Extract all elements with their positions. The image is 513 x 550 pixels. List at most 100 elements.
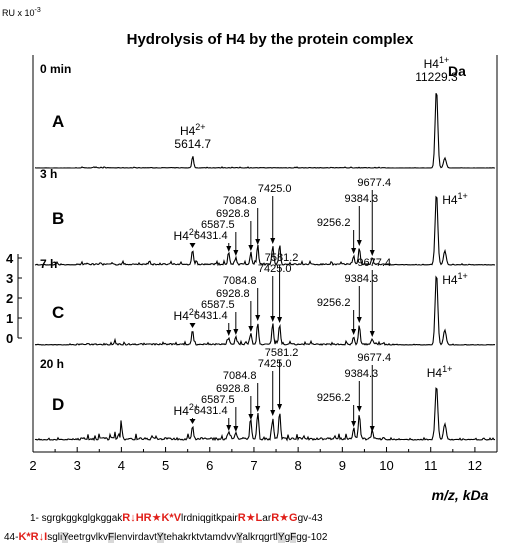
fragment-arrowhead bbox=[356, 317, 362, 323]
fragment-arrowhead bbox=[248, 414, 254, 420]
spectrum-trace bbox=[34, 275, 496, 346]
sequence-segment: K*R↓I bbox=[18, 531, 48, 543]
fragment-mass-label: 7581.2 bbox=[265, 252, 299, 264]
fragment-mass-label: 9384.3 bbox=[344, 193, 378, 205]
x-tick-label: 7 bbox=[250, 458, 257, 473]
peak-species-label: H41+ bbox=[427, 364, 453, 380]
x-tick-label: 4 bbox=[118, 458, 125, 473]
peak-species-label: H42+ bbox=[174, 227, 200, 243]
fragment-mass-label: 9677.4 bbox=[357, 177, 391, 189]
fragment-mass-label: 7084.8 bbox=[223, 370, 257, 382]
fragment-arrowhead bbox=[369, 331, 375, 337]
sequence-line-2: 44-K*R↓IsgliYeetrgvlkvFlenvirdavtYtehakr… bbox=[4, 531, 327, 543]
sequence-segment: eetrgvlkv bbox=[67, 532, 108, 543]
fragment-arrowhead bbox=[233, 329, 239, 335]
fragment-arrowhead bbox=[277, 317, 283, 323]
x-tick-label: 10 bbox=[379, 458, 393, 473]
panel-time: 7 h bbox=[40, 257, 57, 271]
fragment-mass-label: 6928.8 bbox=[216, 208, 250, 220]
sequence-segment: gv-43 bbox=[297, 513, 323, 524]
fragment-mass-label: 6431.4 bbox=[194, 405, 228, 417]
fragment-arrowhead bbox=[233, 250, 239, 256]
peak-species-label: H42+ bbox=[180, 122, 206, 138]
scale-bar-tick-label: 2 bbox=[6, 291, 13, 306]
y-axis-label-exponent: -3 bbox=[35, 7, 41, 14]
sequence-segment: F bbox=[107, 532, 115, 543]
sequence-segment: gg-102 bbox=[296, 532, 328, 543]
sequence-line-1: 1- sgrgkggkglgkggakR↓HR★K*Vlrdniqgitkpai… bbox=[30, 511, 323, 524]
spectrum-trace bbox=[34, 93, 496, 169]
panel-time: 3 h bbox=[40, 167, 57, 181]
panel-letter: C bbox=[52, 303, 64, 322]
peak-species-label: H41+ bbox=[442, 191, 468, 207]
fragment-mass-label: 6587.5 bbox=[201, 299, 235, 311]
peak-species-label: H41+ bbox=[442, 271, 468, 287]
peak-arrowhead bbox=[189, 323, 196, 328]
sequence-segment: tehakrktvtamdvv bbox=[163, 532, 237, 543]
fragment-mass-label: 7084.8 bbox=[223, 275, 257, 287]
sequence-segment: R★L bbox=[237, 512, 263, 524]
fragment-mass-label: 9256.2 bbox=[317, 392, 351, 404]
scale-bar-tick-label: 1 bbox=[6, 311, 13, 326]
fragment-arrowhead bbox=[255, 406, 261, 412]
fragment-arrowhead bbox=[277, 404, 283, 410]
x-tick-label: 5 bbox=[162, 458, 169, 473]
x-axis-label: m/z, kDa bbox=[432, 487, 489, 503]
peak-arrowhead bbox=[189, 419, 196, 424]
sequence-segment: R↓HR★K*V bbox=[122, 512, 182, 524]
fragment-arrowhead bbox=[351, 421, 357, 427]
intensity-scale-bar: 0 1 2 3 4 bbox=[6, 251, 22, 346]
fragment-arrowhead bbox=[255, 239, 261, 245]
fragment-arrowhead bbox=[356, 240, 362, 246]
sequence-segment: R★G bbox=[271, 512, 298, 524]
fragment-arrowhead bbox=[226, 246, 232, 252]
x-tick-label: 11 bbox=[424, 458, 438, 473]
fragment-mass-label: 6587.5 bbox=[201, 394, 235, 406]
x-tick-label: 8 bbox=[295, 458, 302, 473]
panel-time: 0 min bbox=[40, 62, 71, 76]
sequence-segment: 44- bbox=[4, 532, 19, 543]
chart-title: Hydrolysis of H4 by the protein complex bbox=[127, 31, 414, 48]
fragment-mass-label: 9677.4 bbox=[357, 352, 391, 364]
fragment-arrowhead bbox=[233, 426, 239, 432]
sequence-segment: lenvirdavt bbox=[114, 532, 157, 543]
fragment-mass-label: 6587.5 bbox=[201, 219, 235, 231]
sequence-segment: 1- sgrgkggkglgkggak bbox=[30, 513, 123, 524]
fragment-mass-label: 9384.3 bbox=[344, 273, 378, 285]
peak-species-label: H42+ bbox=[174, 402, 200, 418]
panel-time: 20 h bbox=[40, 357, 64, 371]
peak-species-label: H42+ bbox=[174, 307, 200, 323]
fragment-mass-label: 7084.8 bbox=[223, 195, 257, 207]
fragment-arrowhead bbox=[351, 248, 357, 254]
fragment-arrowhead bbox=[270, 316, 276, 322]
scale-bar-tick-label: 4 bbox=[6, 251, 14, 266]
fragment-mass-label: 6928.8 bbox=[216, 383, 250, 395]
fragment-mass-label: 7581.2 bbox=[265, 347, 299, 359]
x-tick-label: 9 bbox=[339, 458, 346, 473]
peak-arrowhead bbox=[189, 243, 196, 248]
sequence-segment: g bbox=[284, 532, 291, 543]
fragment-mass-label: 9677.4 bbox=[357, 257, 391, 269]
fragment-arrowhead bbox=[351, 329, 357, 335]
fragment-mass-label: 6431.4 bbox=[194, 230, 228, 242]
fragment-arrowhead bbox=[248, 326, 254, 332]
fragment-mass-label: 9256.2 bbox=[317, 297, 351, 309]
spectrum-panel-d: D 20 h H42+ H41+ 6431.46587.56928.87084.8742… bbox=[34, 347, 495, 442]
panel-letter: A bbox=[52, 112, 64, 131]
sequence-segment: Y bbox=[156, 532, 164, 543]
fragment-mass-label: 9384.3 bbox=[344, 368, 378, 380]
fragment-arrowhead bbox=[248, 245, 254, 251]
x-axis: 2 3 4 5 6 7 8 9 10 11 12 bbox=[29, 55, 498, 473]
spectrum-panel-b: B 3 h H42+ H41+ 6431.46587.56928.87084.87425… bbox=[34, 167, 496, 267]
peak-mass-label: 5614.7 bbox=[174, 137, 211, 151]
spectrum-trace bbox=[34, 387, 495, 442]
sequence-segment: sgli bbox=[47, 532, 63, 543]
fragment-arrowhead bbox=[369, 426, 375, 432]
fragment-arrowhead bbox=[226, 330, 232, 336]
sequence-segment: F bbox=[290, 532, 297, 543]
panel-letter: B bbox=[52, 209, 64, 228]
spectrum-panel-c: C 7 h H42+ H41+ 6431.46587.56928.87084.87425… bbox=[34, 252, 496, 346]
fragment-mass-label: 7425.0 bbox=[258, 263, 292, 275]
